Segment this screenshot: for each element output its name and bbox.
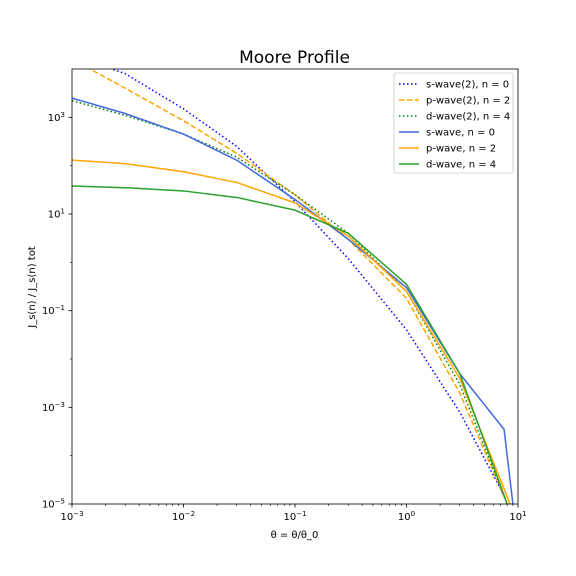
legend-label-0: s-wave(2), n = 0 <box>426 80 509 91</box>
x-tick-label-2: 10−1 <box>283 510 306 523</box>
series-line-0 <box>110 69 505 496</box>
legend-label-4: p-wave, n = 2 <box>426 144 496 155</box>
y-tick-label-2: 10−1 <box>42 304 65 317</box>
y-tick-label-4: 103 <box>48 111 65 124</box>
legend-frame <box>393 72 514 174</box>
x-tick-label-0: 10−3 <box>60 510 83 523</box>
legend-label-5: d-wave, n = 4 <box>426 160 496 171</box>
legend: s-wave(2), n = 0 p-wave(2), n = 2 d-wave(2… <box>393 72 514 174</box>
series-line-5 <box>72 185 508 504</box>
x-tick-label-3: 100 <box>398 510 415 523</box>
series-line-1 <box>88 69 508 504</box>
legend-label-3: s-wave, n = 0 <box>426 128 495 139</box>
x-tick-label-4: 101 <box>509 510 526 523</box>
y-tick-label-0: 10−5 <box>42 498 65 511</box>
series-lines <box>72 69 514 504</box>
y-axis-label: J_s(n) / J_s(n) tot <box>27 246 38 329</box>
legend-label-1: p-wave(2), n = 2 <box>426 96 510 107</box>
x-axis-label: θ = θ/θ_0 <box>271 530 319 541</box>
y-tick-label-3: 101 <box>48 208 65 221</box>
x-tick-label-1: 10−2 <box>172 510 195 523</box>
y-tick-label-1: 10−3 <box>42 401 65 414</box>
legend-label-2: d-wave(2), n = 4 <box>426 112 510 123</box>
series-line-4 <box>72 159 511 504</box>
chart-title: Moore Profile <box>239 48 350 68</box>
